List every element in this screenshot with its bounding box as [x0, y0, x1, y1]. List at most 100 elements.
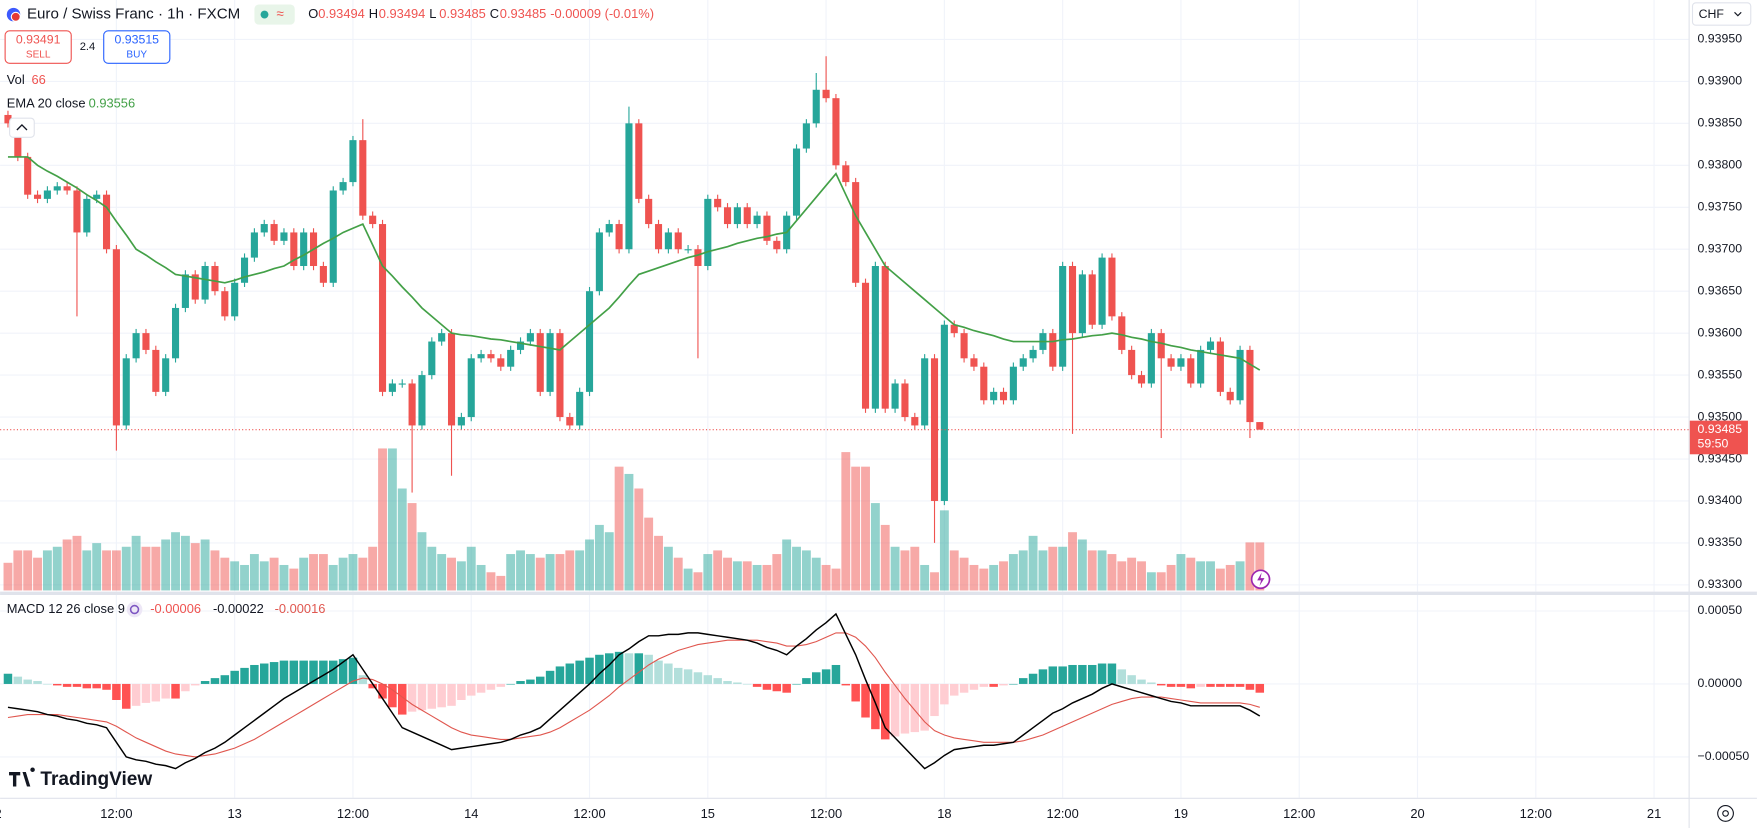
volume-bar: [328, 564, 338, 591]
volume-legend[interactable]: Vol: [7, 72, 25, 87]
candle-body: [408, 383, 416, 426]
volume-bar: [33, 557, 42, 591]
x-tick-label: 12:00: [1047, 806, 1079, 821]
volume-bar: [683, 568, 693, 591]
candle-body: [822, 89, 830, 99]
volume-bar: [368, 546, 378, 591]
macd-histogram-bar: [949, 683, 959, 696]
macd-histogram-bar: [703, 675, 713, 684]
macd-histogram-bar: [900, 683, 910, 734]
ema-legend-value: 0.93556: [89, 96, 136, 111]
candle-body: [250, 232, 258, 258]
candle-body: [536, 333, 544, 392]
macd-histogram-bar: [821, 669, 831, 684]
candle-body: [546, 333, 554, 392]
macd-histogram-bar: [733, 682, 742, 684]
volume-bar: [989, 564, 999, 591]
candle-body: [714, 198, 722, 208]
volume-bar: [1117, 561, 1127, 591]
grid: [0, 0, 1689, 798]
macd-histogram-bar: [664, 663, 673, 684]
volume-bar: [1255, 542, 1265, 591]
buy-button[interactable]: [103, 30, 171, 64]
macd-histogram-bar: [43, 683, 52, 685]
y-tick-label: 0.93350: [1698, 535, 1743, 549]
y-tick-label: 0.93300: [1698, 577, 1743, 591]
macd-legend[interactable]: MACD 12 26 close 9: [7, 601, 125, 616]
macd-histogram-bar: [713, 678, 722, 684]
macd-histogram-bar: [1068, 664, 1077, 684]
volume-bar: [151, 546, 161, 591]
candle-body: [654, 224, 663, 250]
macd-histogram-bar: [496, 683, 506, 687]
macd-histogram-bar: [614, 651, 624, 684]
x-tick-label: 12:00: [1283, 806, 1315, 821]
symbol-title[interactable]: Euro / Swiss Franc · 1h · FXCM: [27, 6, 240, 23]
macd-histogram-bar: [506, 683, 515, 685]
macd-histogram-bar: [762, 683, 772, 690]
macd-histogram-bar: [930, 683, 939, 717]
volume-bar: [1048, 546, 1058, 591]
macd-histogram-bar: [1225, 683, 1235, 687]
macd-histogram-bar: [683, 669, 693, 684]
volume-bar: [663, 546, 673, 591]
volume-bar: [1225, 564, 1235, 591]
last-price-tag: [1689, 420, 1748, 455]
macd-histogram-bar: [62, 683, 72, 687]
macd-histogram-bar: [782, 683, 791, 693]
volume-bar: [890, 546, 900, 591]
volume-bar: [831, 568, 841, 591]
volume-bar: [654, 535, 663, 591]
macd-histogram-bar: [141, 683, 151, 703]
sell-button[interactable]: [4, 30, 72, 64]
volume-bar: [880, 524, 890, 591]
volume-bar: [555, 554, 565, 591]
macd-histogram-bar: [585, 657, 594, 684]
volume-bar: [594, 524, 604, 591]
volume-bar: [348, 554, 358, 591]
volume-bar: [309, 554, 318, 591]
volume-legend-value: 66: [31, 72, 45, 87]
candle-body: [526, 333, 534, 342]
volume-bar: [851, 466, 861, 591]
macd-histogram-bar: [240, 667, 249, 684]
candle-body: [595, 232, 603, 292]
y-tick-label: 0.93400: [1698, 493, 1743, 507]
candle-body: [1206, 341, 1215, 350]
volume-bar: [821, 564, 831, 591]
ema-legend[interactable]: EMA 20 close: [7, 96, 86, 111]
volume-bar: [171, 532, 180, 591]
volume-bar: [949, 550, 959, 591]
volume-bar: [969, 564, 979, 591]
volume-bar: [387, 448, 397, 591]
candle-body: [694, 249, 702, 267]
macd-histogram-bar: [13, 676, 23, 684]
macd-histogram-bar: [1235, 683, 1245, 687]
candle-body: [605, 224, 613, 233]
candle-body: [1147, 333, 1155, 384]
settings-button[interactable]: [1717, 805, 1734, 822]
macd-histogram-bar: [269, 662, 279, 684]
sell-price: 0.93491: [16, 33, 61, 47]
macd-histogram-bar: [802, 678, 811, 684]
volume-bar: [200, 539, 210, 591]
volume-bar: [742, 561, 752, 591]
market-status[interactable]: [254, 4, 295, 25]
x-tick-label: 13: [228, 806, 242, 821]
candle-body: [625, 123, 633, 250]
macd-histogram-bar: [516, 681, 525, 684]
volume-bar: [782, 539, 792, 591]
collapse-legend-button[interactable]: [9, 117, 35, 138]
macd-settings-icon[interactable]: [126, 601, 143, 618]
candle-body: [53, 186, 61, 191]
volume-bar: [3, 562, 13, 591]
candle-body: [645, 198, 653, 225]
candle-body: [832, 98, 840, 166]
macd-histogram-bar: [102, 683, 111, 690]
macd-histogram-bar: [53, 683, 62, 686]
currency-selector[interactable]: [1691, 2, 1752, 26]
candle-body: [1059, 266, 1067, 367]
y-tick-label: 0.93750: [1698, 200, 1743, 214]
macd-histogram-bar: [23, 679, 32, 684]
ohlc-key: C: [490, 6, 499, 21]
